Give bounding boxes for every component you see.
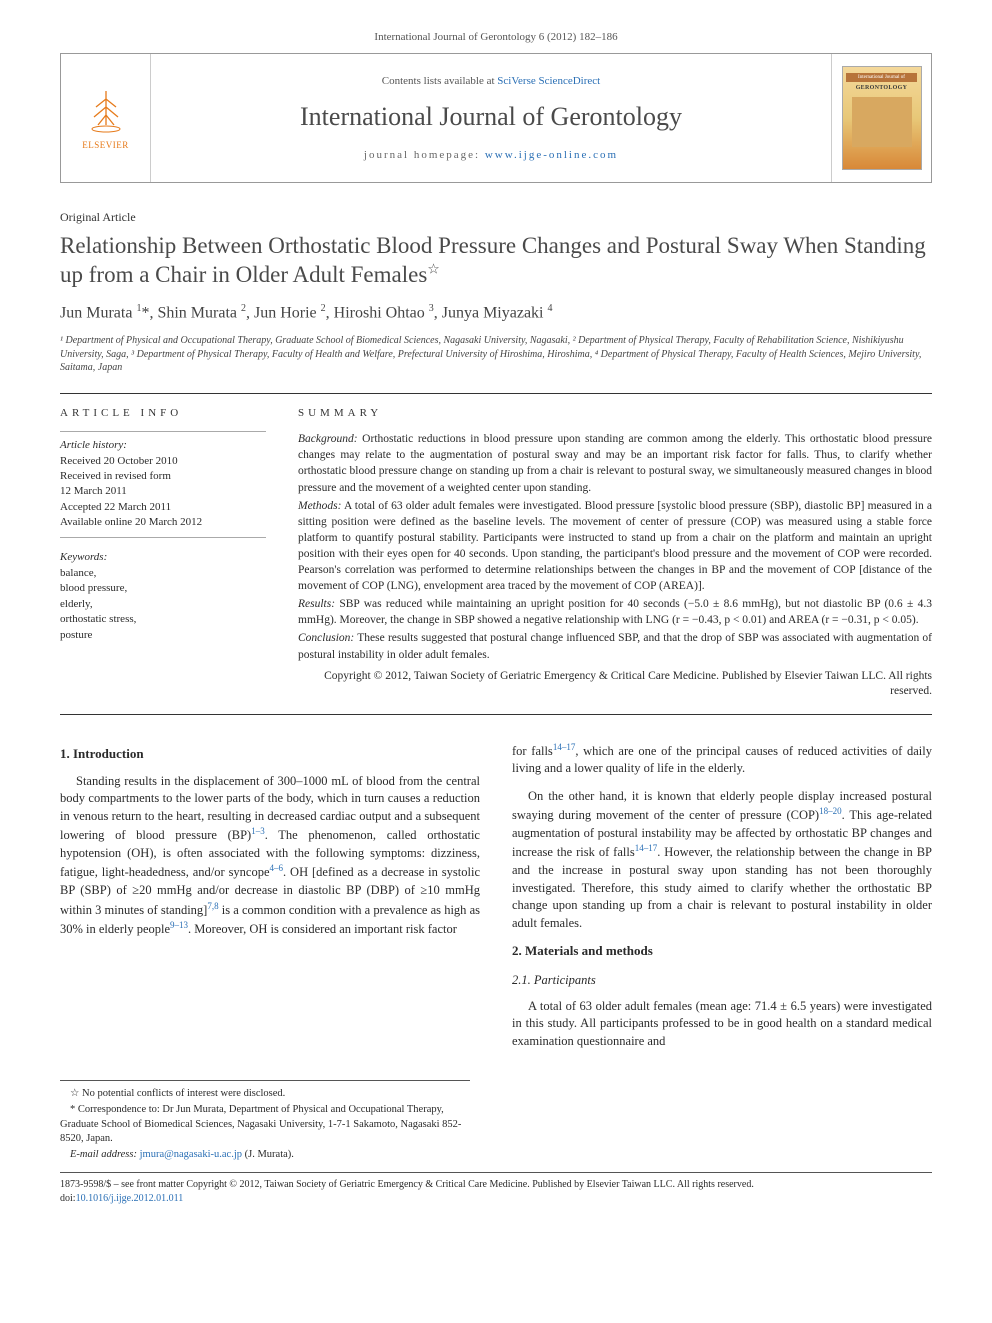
contents-available-line: Contents lists available at SciVerse Sci… xyxy=(382,74,600,89)
introduction-heading: 1. Introduction xyxy=(60,745,480,763)
article-page: International Journal of Gerontology 6 (… xyxy=(0,0,992,1245)
author-list: Jun Murata 1*, Shin Murata 2, Jun Horie … xyxy=(60,302,932,325)
correspondence-note: * Correspondence to: Dr Jun Murata, Depa… xyxy=(60,1103,470,1146)
cover-banner: International Journal of xyxy=(846,73,916,82)
participants-paragraph: A total of 63 older adult females (mean … xyxy=(512,998,932,1051)
publisher-name: ELSEVIER xyxy=(82,139,129,152)
journal-masthead: ELSEVIER Contents lists available at Sci… xyxy=(60,53,932,183)
corresponding-email[interactable]: jmura@nagasaki-u.ac.jp xyxy=(140,1149,242,1160)
cover-title: GERONTOLOGY xyxy=(856,84,908,92)
abstract-copyright: Copyright © 2012, Taiwan Society of Geri… xyxy=(298,669,932,700)
history-line: Accepted 22 March 2011 xyxy=(60,500,266,515)
contents-prefix: Contents lists available at xyxy=(382,75,497,87)
sciencedirect-link[interactable]: SciVerse ScienceDirect xyxy=(497,75,600,87)
conflict-note: ☆ No potential conflicts of interest wer… xyxy=(60,1087,470,1101)
keyword: posture xyxy=(60,628,266,643)
affiliations: ¹ Department of Physical and Occupationa… xyxy=(60,334,932,375)
doi-footer: 1873-9598/$ – see front matter Copyright… xyxy=(60,1172,932,1205)
ref-link[interactable]: 4–6 xyxy=(270,863,284,873)
spacer xyxy=(60,949,480,989)
cover-art-placeholder xyxy=(852,97,912,147)
doi-link[interactable]: 10.1016/j.ijge.2012.01.011 xyxy=(76,1193,184,1204)
publisher-logo-box: ELSEVIER xyxy=(61,54,151,182)
keyword: elderly, xyxy=(60,597,266,612)
keyword: balance, xyxy=(60,566,266,581)
journal-title: International Journal of Gerontology xyxy=(300,99,682,135)
article-title-text: Relationship Between Orthostatic Blood P… xyxy=(60,233,926,287)
keywords-block: Keywords: balance, blood pressure, elder… xyxy=(60,550,266,643)
methods-heading: 2. Materials and methods xyxy=(512,942,932,960)
elsevier-logo: ELSEVIER xyxy=(76,83,136,153)
history-line: Received in revised form xyxy=(60,469,266,484)
abstract-conclusion: These results suggested that postural ch… xyxy=(298,632,932,660)
ref-link[interactable]: 7,8 xyxy=(207,901,218,911)
right-column: for falls14–17, which are one of the pri… xyxy=(512,741,932,1061)
keywords-label: Keywords: xyxy=(60,550,266,565)
abstract-text: Background: Orthostatic reductions in bl… xyxy=(298,431,932,699)
journal-cover-thumbnail: International Journal of GERONTOLOGY xyxy=(842,66,922,170)
article-type: Original Article xyxy=(60,209,932,226)
abstract-background: Orthostatic reductions in blood pressure… xyxy=(298,433,932,493)
intro-paragraph-1-cont: for falls14–17, which are one of the pri… xyxy=(512,741,932,778)
intro-paragraph-2: On the other hand, it is known that elde… xyxy=(512,788,932,932)
ref-link[interactable]: 14–17 xyxy=(553,742,576,752)
article-history-block: Article history: Received 20 October 201… xyxy=(60,431,266,537)
journal-cover-box: International Journal of GERONTOLOGY xyxy=(831,54,931,182)
history-line: 12 March 2011 xyxy=(60,484,266,499)
history-label: Article history: xyxy=(60,438,266,453)
elsevier-tree-icon xyxy=(82,85,130,137)
ref-link[interactable]: 14–17 xyxy=(635,843,658,853)
abstract-results: SBP was reduced while maintaining an upr… xyxy=(298,598,932,626)
article-info-label: ARTICLE INFO xyxy=(60,406,266,421)
participants-subheading: 2.1. Participants xyxy=(512,972,932,990)
keyword: blood pressure, xyxy=(60,581,266,596)
history-line: Received 20 October 2010 xyxy=(60,454,266,469)
ref-link[interactable]: 9–13 xyxy=(170,920,188,930)
left-column: 1. Introduction Standing results in the … xyxy=(60,741,480,1061)
ref-link[interactable]: 1–3 xyxy=(251,826,265,836)
footnotes-block: ☆ No potential conflicts of interest wer… xyxy=(60,1080,470,1162)
doi-prefix: doi: xyxy=(60,1193,76,1204)
journal-homepage-line: journal homepage: www.ijge-online.com xyxy=(364,148,618,163)
journal-homepage-link[interactable]: www.ijge-online.com xyxy=(485,149,618,161)
summary-label: SUMMARY xyxy=(298,406,932,421)
article-info-column: ARTICLE INFO Article history: Received 2… xyxy=(60,394,280,714)
body-two-column: 1. Introduction Standing results in the … xyxy=(60,741,932,1061)
email-line: E-mail address: jmura@nagasaki-u.ac.jp (… xyxy=(60,1148,470,1162)
doi-line: doi:10.1016/j.ijge.2012.01.011 xyxy=(60,1192,932,1206)
email-suffix: (J. Murata). xyxy=(242,1149,294,1160)
intro-paragraph-1: Standing results in the displacement of … xyxy=(60,773,480,939)
abstract-background-label: Background: xyxy=(298,433,358,445)
masthead-center: Contents lists available at SciVerse Sci… xyxy=(151,54,831,182)
title-footnote-symbol: ☆ xyxy=(427,262,440,277)
abstract-results-label: Results: xyxy=(298,598,335,610)
running-citation: International Journal of Gerontology 6 (… xyxy=(60,30,932,45)
info-summary-row: ARTICLE INFO Article history: Received 2… xyxy=(60,393,932,715)
abstract-methods-label: Methods: xyxy=(298,500,341,512)
email-label: E-mail address: xyxy=(70,1149,140,1160)
homepage-prefix: journal homepage: xyxy=(364,149,485,161)
keyword: orthostatic stress, xyxy=(60,612,266,627)
article-title: Relationship Between Orthostatic Blood P… xyxy=(60,232,932,290)
abstract-conclusion-label: Conclusion: xyxy=(298,632,354,644)
abstract-methods: A total of 63 older adult females were i… xyxy=(298,500,932,592)
ref-link[interactable]: 18–20 xyxy=(819,806,842,816)
summary-column: SUMMARY Background: Orthostatic reductio… xyxy=(280,394,932,714)
front-matter-line: 1873-9598/$ – see front matter Copyright… xyxy=(60,1178,932,1192)
history-line: Available online 20 March 2012 xyxy=(60,515,266,530)
